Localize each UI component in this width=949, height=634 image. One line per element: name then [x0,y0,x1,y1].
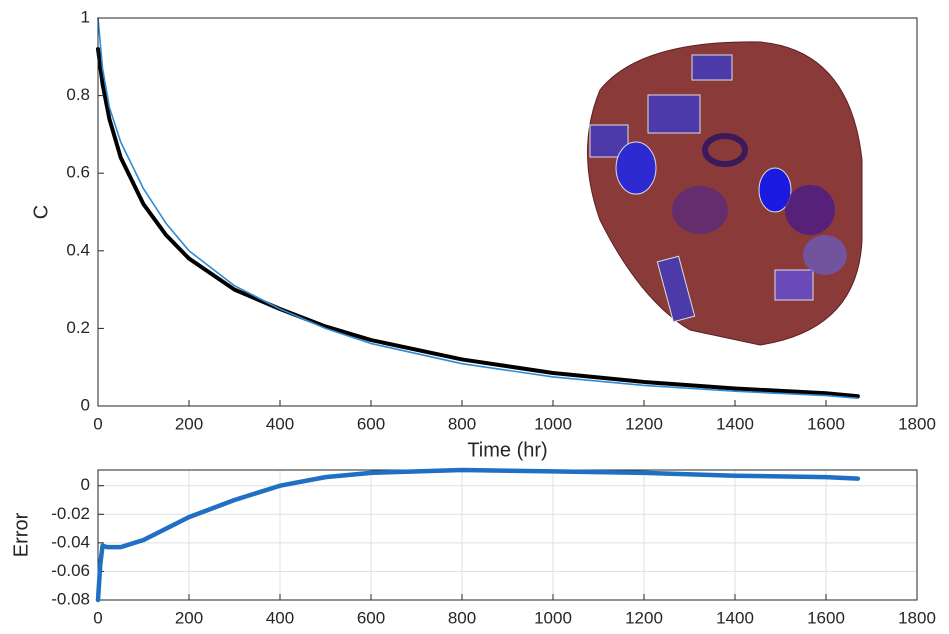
x-tick-label: 1000 [534,608,572,627]
y-tick-label: 0 [81,475,90,494]
x-tick-label: 1000 [534,414,572,433]
x-tick-label: 600 [357,414,385,433]
x-tick-label: 1400 [716,414,754,433]
x-tick-label: 600 [357,608,385,627]
block [692,55,732,80]
y-axis-label: C [30,205,52,219]
x-tick-label: 0 [93,414,102,433]
y-tick-label: 1 [81,7,90,26]
y-tick-label: -0.04 [51,532,90,551]
sphere [672,186,728,234]
x-tick-label: 0 [93,608,102,627]
block [648,95,700,133]
x-tick-label: 1600 [807,414,845,433]
sphere [785,185,835,235]
x-tick-label: 1400 [716,608,754,627]
y-tick-label: 0.4 [66,240,90,259]
x-tick-label: 800 [448,414,476,433]
y-tick-label: 0.6 [66,163,90,182]
x-tick-label: 1800 [898,608,936,627]
y-tick-label: -0.06 [51,561,90,580]
x-tick-label: 400 [266,414,294,433]
x-tick-label: 1600 [807,608,845,627]
figure: 02004006008001000120014001600180000.20.4… [0,0,949,634]
x-tick-label: 1200 [625,414,663,433]
y-axis-label: Error [10,512,32,557]
y-tick-label: 0.8 [66,85,90,104]
x-tick-label: 200 [175,608,203,627]
x-tick-label: 1200 [625,608,663,627]
x-tick-label: 800 [448,608,476,627]
x-tick-label: 200 [175,414,203,433]
disc [616,142,656,194]
y-tick-label: 0.2 [66,318,90,337]
y-tick-label: -0.02 [51,504,90,523]
block [775,270,813,300]
x-tick-label: 400 [266,608,294,627]
plot-area [98,470,917,600]
y-tick-label: -0.08 [51,589,90,608]
disc [803,235,847,275]
y-tick-label: 0 [81,395,90,414]
x-tick-label: 1800 [898,414,936,433]
x-axis-label: Time (hr) [467,439,547,461]
